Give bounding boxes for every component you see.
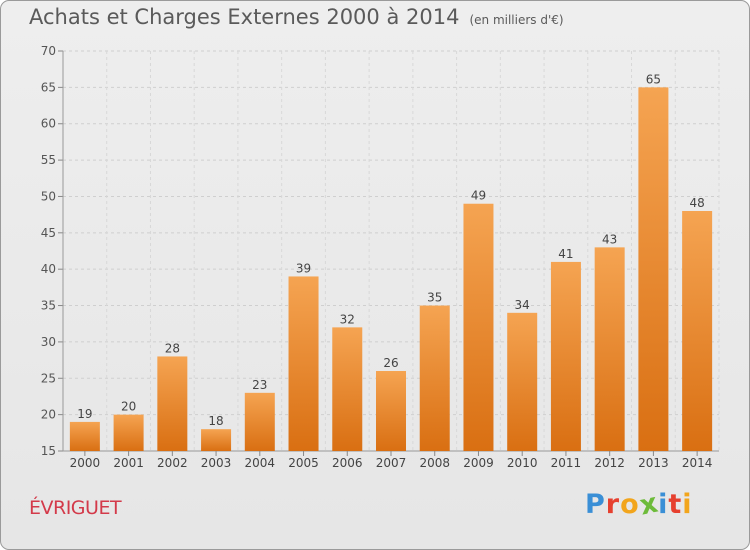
x-tick-label: 2011 xyxy=(551,456,582,470)
x-tick-label: 2013 xyxy=(638,456,669,470)
bar xyxy=(157,356,188,451)
y-tick-label: 50 xyxy=(41,189,56,203)
bar xyxy=(69,421,100,451)
bar xyxy=(550,261,581,451)
bar xyxy=(419,305,450,451)
data-label: 23 xyxy=(252,378,267,392)
x-tick-label: 2004 xyxy=(245,456,276,470)
data-label: 32 xyxy=(340,312,355,326)
y-tick-label: 65 xyxy=(41,80,56,94)
brand-letter: t xyxy=(668,489,683,520)
data-label: 19 xyxy=(77,407,92,421)
x-tick-label: 2006 xyxy=(332,456,363,470)
y-tick-label: 55 xyxy=(41,153,56,167)
bar xyxy=(113,414,144,451)
x-tick-label: 2005 xyxy=(288,456,319,470)
bar xyxy=(288,276,319,451)
bar xyxy=(376,371,406,451)
data-label: 28 xyxy=(165,341,180,355)
x-tick-label: 2014 xyxy=(682,456,713,470)
brand-letter: r xyxy=(605,489,621,520)
bar xyxy=(594,247,625,451)
bar xyxy=(682,211,713,451)
bar xyxy=(244,392,275,451)
data-label: 20 xyxy=(121,400,136,414)
data-label: 49 xyxy=(471,189,486,203)
x-tick-label: 2007 xyxy=(376,456,407,470)
x-tick-label: 2009 xyxy=(463,456,494,470)
bar xyxy=(201,429,232,451)
y-tick-label: 40 xyxy=(41,262,56,276)
bar xyxy=(463,203,494,451)
x-tick-label: 2002 xyxy=(157,456,188,470)
bar xyxy=(332,327,363,451)
y-tick-label: 30 xyxy=(41,335,56,349)
x-tick-label: 2012 xyxy=(594,456,625,470)
data-label: 65 xyxy=(646,72,661,86)
y-tick-label: 35 xyxy=(41,299,56,313)
y-tick-label: 70 xyxy=(41,44,56,58)
title-row: Achats et Charges Externes 2000 à 2014 (e… xyxy=(29,5,564,29)
commune-name: ÉVRIGUET xyxy=(29,497,122,519)
data-label: 35 xyxy=(427,291,442,305)
bar xyxy=(638,87,669,451)
y-tick-label: 45 xyxy=(41,226,56,240)
data-label: 48 xyxy=(689,196,704,210)
x-tick-label: 2003 xyxy=(201,456,232,470)
chart-title: Achats et Charges Externes 2000 à 2014 xyxy=(29,5,460,29)
brand-letter: o xyxy=(620,489,640,520)
data-label: 26 xyxy=(383,356,398,370)
x-tick-label: 2001 xyxy=(113,456,144,470)
data-label: 43 xyxy=(602,232,617,246)
bar-layer: 19 20 28 18 23 39 32 26 35 49 34 41 43 65 48 xyxy=(69,72,713,451)
x-tick-label: 2000 xyxy=(70,456,101,470)
x-tick-label: 2010 xyxy=(507,456,538,470)
data-label: 34 xyxy=(515,298,530,312)
y-tick-label: 60 xyxy=(41,117,56,131)
bar xyxy=(507,312,538,451)
chart-subtitle: (en milliers d'€) xyxy=(469,13,564,27)
brand-letter: P xyxy=(585,489,606,520)
y-tick-label: 25 xyxy=(41,371,56,385)
data-label: 41 xyxy=(558,247,573,261)
x-tick-label: 2008 xyxy=(419,456,450,470)
data-label: 39 xyxy=(296,261,311,275)
brand-logo[interactable]: Proxiti xyxy=(585,487,693,521)
y-tick-label: 15 xyxy=(41,444,56,458)
brand-letter: i xyxy=(682,489,693,520)
y-tick-label: 20 xyxy=(41,408,56,422)
brand-letter: i xyxy=(658,489,669,520)
data-label: 18 xyxy=(208,414,223,428)
